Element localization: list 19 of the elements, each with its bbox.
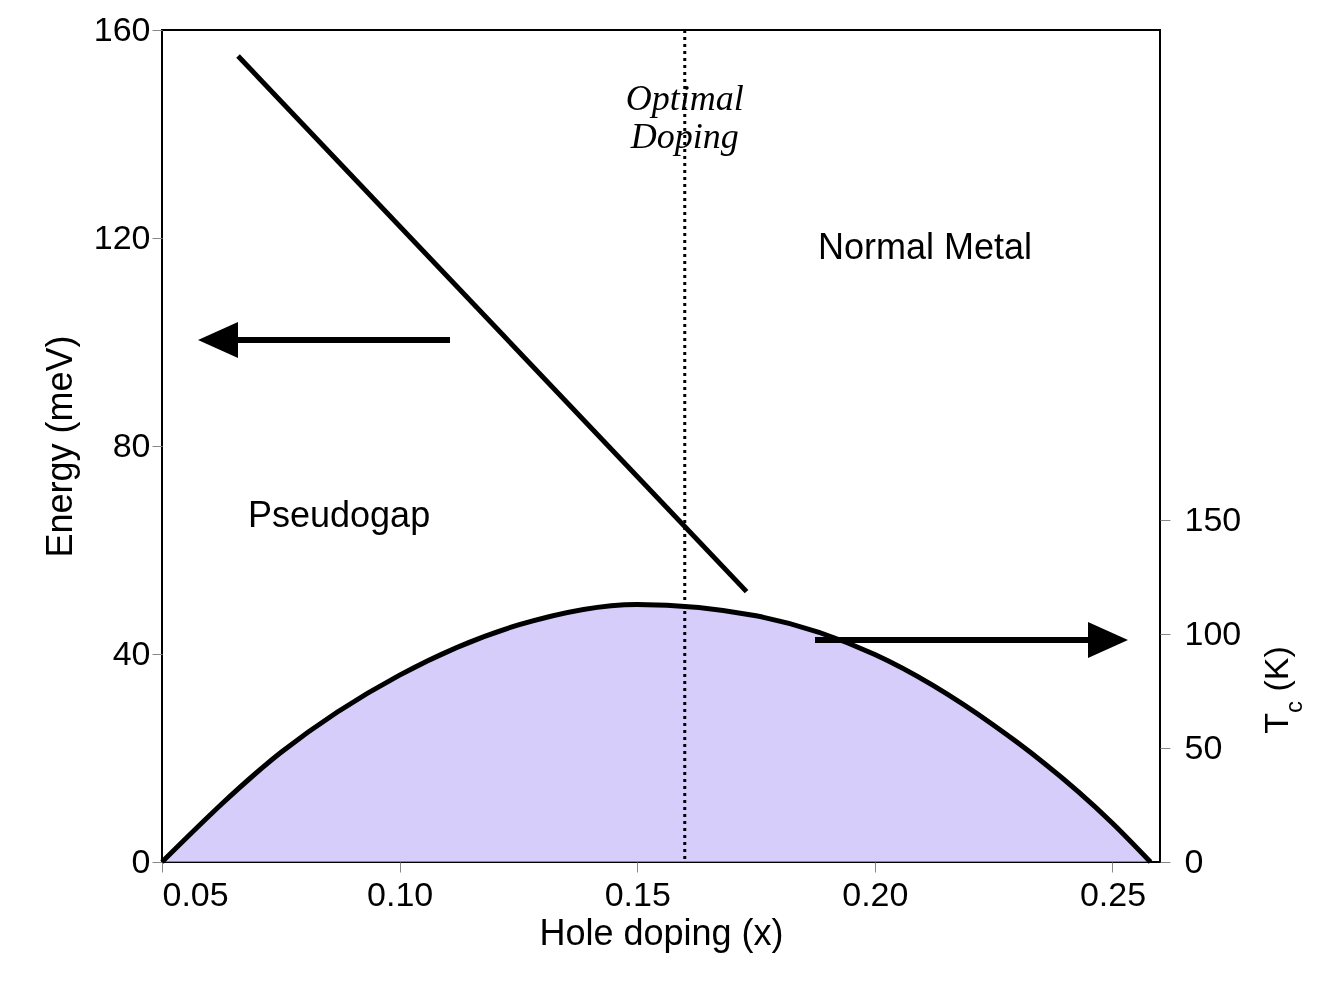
y-tick-label: 40 xyxy=(112,633,151,672)
x-tick-label: 0.15 xyxy=(604,874,671,913)
x-tick-label: 0.10 xyxy=(367,874,434,913)
y2-tick-label: 0 xyxy=(1184,841,1204,880)
x-tick-label: 0.05 xyxy=(162,874,229,913)
x-tick-label: 0.20 xyxy=(842,874,909,913)
y-tick-label: 120 xyxy=(93,217,151,256)
y-tick-label: 0 xyxy=(131,841,151,880)
x-axis-title: Hole doping (x) xyxy=(539,911,784,953)
y2-tick-label: 150 xyxy=(1184,499,1242,538)
y-tick-label: 80 xyxy=(112,425,151,464)
x-tick-label: 0.25 xyxy=(1079,874,1147,913)
ref-line-label: Optimal Doping xyxy=(625,78,744,156)
y2-tick-label: 50 xyxy=(1184,727,1223,766)
y-axis-title: Energy (meV) xyxy=(38,335,80,558)
y2-tick-label: 100 xyxy=(1184,613,1242,652)
annotation: Normal Metal xyxy=(818,226,1033,267)
annotation: Pseudogap xyxy=(248,494,431,535)
y-tick-label: 160 xyxy=(93,9,151,48)
